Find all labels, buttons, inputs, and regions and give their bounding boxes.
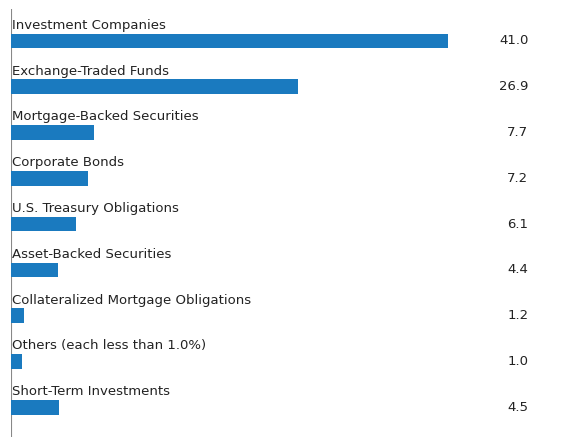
Text: Short-Term Investments: Short-Term Investments xyxy=(11,385,170,398)
Text: 41.0: 41.0 xyxy=(499,34,528,47)
Bar xyxy=(11,400,60,415)
Text: Investment Companies: Investment Companies xyxy=(11,19,166,32)
Text: Corporate Bonds: Corporate Bonds xyxy=(11,156,124,169)
Text: 7.2: 7.2 xyxy=(507,172,528,185)
Text: 26.9: 26.9 xyxy=(499,80,528,93)
Text: 4.4: 4.4 xyxy=(508,264,528,277)
Bar xyxy=(11,79,298,94)
Bar xyxy=(11,354,22,369)
Bar xyxy=(11,308,24,323)
Text: Others (each less than 1.0%): Others (each less than 1.0%) xyxy=(11,339,206,352)
Bar xyxy=(11,263,58,277)
Bar xyxy=(11,171,88,186)
Bar xyxy=(11,125,93,140)
Text: 7.7: 7.7 xyxy=(507,126,528,139)
Bar xyxy=(11,33,449,48)
Text: U.S. Treasury Obligations: U.S. Treasury Obligations xyxy=(11,202,178,215)
Text: 4.5: 4.5 xyxy=(507,401,528,414)
Text: Exchange-Traded Funds: Exchange-Traded Funds xyxy=(11,65,168,78)
Text: Mortgage-Backed Securities: Mortgage-Backed Securities xyxy=(11,111,198,124)
Bar xyxy=(11,217,76,231)
Text: 1.2: 1.2 xyxy=(507,309,528,322)
Text: Collateralized Mortgage Obligations: Collateralized Mortgage Obligations xyxy=(11,293,251,306)
Text: 6.1: 6.1 xyxy=(507,218,528,231)
Text: 1.0: 1.0 xyxy=(507,355,528,368)
Text: Asset-Backed Securities: Asset-Backed Securities xyxy=(11,248,171,261)
